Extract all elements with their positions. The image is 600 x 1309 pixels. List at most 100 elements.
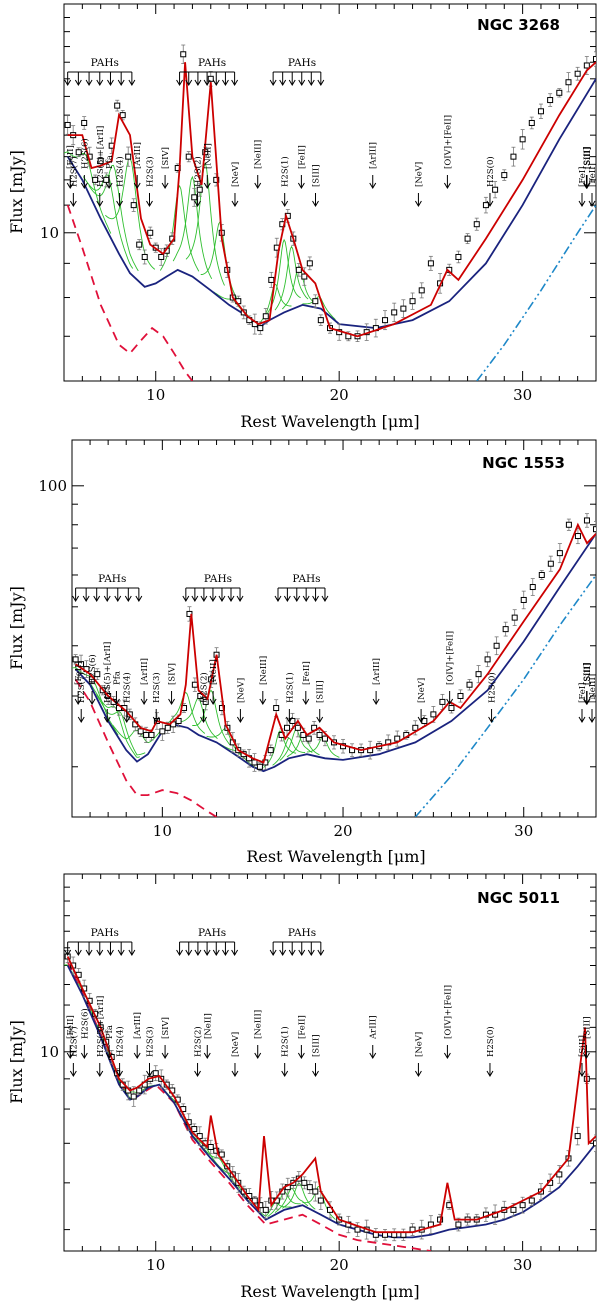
line-arrow-head (66, 182, 74, 189)
pah-component (263, 730, 297, 768)
line-label: [OIV]+[FeII] (443, 985, 453, 1039)
pah-arrow-head (317, 79, 325, 86)
line-label: [FeII] (588, 163, 598, 187)
line-label: [NeIII] (254, 1010, 264, 1039)
x-tick-label: 20 (333, 822, 352, 840)
data-point (284, 724, 291, 731)
pah-arrow-head (128, 949, 136, 956)
pah-arrow-head (107, 79, 114, 86)
pah-arrow-head (203, 79, 211, 86)
line-marker: [NeV] (231, 1032, 241, 1077)
axis-ticks: 10 20 30 10 (40, 4, 596, 404)
pah-arrow-head (227, 595, 235, 602)
line-annotations: PAHs PAHs PAHs[FeII]H2S(7)H2S(6) H2S(5)+[Ar… (64, 927, 592, 1077)
line-label: [SIII] (583, 662, 593, 685)
line-arrow-head (96, 200, 104, 207)
data-point (502, 626, 509, 633)
pah-arrow-head (135, 595, 143, 602)
line-arrow-head (302, 698, 310, 705)
line-label: H2S(2) (193, 156, 204, 187)
line-arrow-head (116, 1070, 124, 1077)
pah-arrow-head (288, 79, 296, 86)
data-point (574, 533, 581, 540)
data-point (72, 656, 79, 663)
line-arrow-head (588, 200, 596, 207)
pah-bracket: PAHs (176, 57, 239, 86)
line-label: [SIV] (168, 663, 178, 685)
continuum-series (66, 78, 596, 330)
pah-arrow-head (307, 949, 315, 956)
line-label: [SIV] (161, 1017, 171, 1039)
data-point (528, 119, 535, 126)
line-label: H2S(7) (68, 156, 79, 187)
line-marker: Pfa (105, 155, 115, 189)
data-point (148, 731, 155, 738)
line-label: [SIII] (312, 1034, 322, 1057)
pah-label: PAHs (288, 57, 316, 69)
data-point (593, 1140, 596, 1147)
line-marker: H2S(1) (280, 1026, 291, 1077)
line-arrow-head (161, 182, 169, 189)
line-arrow-head (152, 716, 160, 723)
line-arrow-head (146, 200, 153, 207)
x-tick-label: 30 (514, 822, 533, 840)
line-marker: H2S(4) (115, 1026, 126, 1077)
line-arrow-head (259, 698, 267, 705)
line-label: H2S(6) (87, 654, 98, 685)
data-point (191, 1126, 198, 1133)
line-label: H2S(2) (199, 672, 210, 703)
data-point (547, 97, 554, 104)
pah-component (159, 184, 200, 272)
line-arrow-head (297, 182, 305, 189)
line-arrow-head (312, 200, 319, 207)
line-arrow-head (69, 200, 77, 207)
line-arrow-head (88, 698, 96, 705)
line-label: [OIV]+[FeII] (443, 115, 453, 169)
line-marker: [FeII] (66, 1015, 76, 1059)
data-point (593, 526, 596, 533)
data-point (97, 158, 104, 165)
data-point (191, 681, 198, 688)
data-point (556, 550, 563, 557)
data-point (565, 79, 572, 86)
pah-label: PAHs (204, 573, 232, 585)
data-point (213, 176, 220, 183)
data-point (257, 1202, 264, 1209)
pah-arrow-head (74, 79, 82, 86)
line-marker: [FeI] (578, 683, 588, 723)
line-label: H2S(0) (485, 1026, 496, 1057)
x-tick-label: 30 (513, 386, 532, 404)
pah-bracket: PAHs (72, 573, 143, 602)
line-arrow-head (231, 1070, 239, 1077)
data-point (511, 614, 518, 621)
line-marker: [SIV] (168, 663, 178, 705)
pah-arrow-head (82, 595, 90, 602)
line-marker: H2S(7) (76, 672, 87, 723)
line-arrow-head (488, 716, 495, 723)
data-point (207, 75, 214, 82)
pah-arrow-head (236, 595, 244, 602)
line-marker: [OIV]+[FeII] (446, 631, 456, 705)
data-point (305, 735, 312, 742)
data-point (130, 202, 137, 209)
x-tick-label: 10 (146, 1256, 165, 1274)
line-marker: [NeIII] (588, 674, 598, 723)
data-point (267, 747, 274, 754)
pah-component (88, 164, 139, 272)
y-tick-label: 10 (40, 224, 59, 242)
line-label: [SiII] (578, 1035, 588, 1057)
line-marker: [ArIII] (140, 658, 150, 705)
spectrum-series (72, 513, 596, 817)
data-point (81, 119, 88, 126)
line-arrow-head (168, 698, 175, 705)
pah-arrow-head (212, 79, 220, 86)
data-point (583, 517, 590, 524)
plot-frame (63, 3, 597, 382)
pah-arrow-head (288, 949, 296, 956)
line-label: [NeV] (417, 678, 427, 703)
data-point (473, 221, 480, 228)
data-point (409, 298, 416, 305)
data-point (391, 309, 398, 316)
